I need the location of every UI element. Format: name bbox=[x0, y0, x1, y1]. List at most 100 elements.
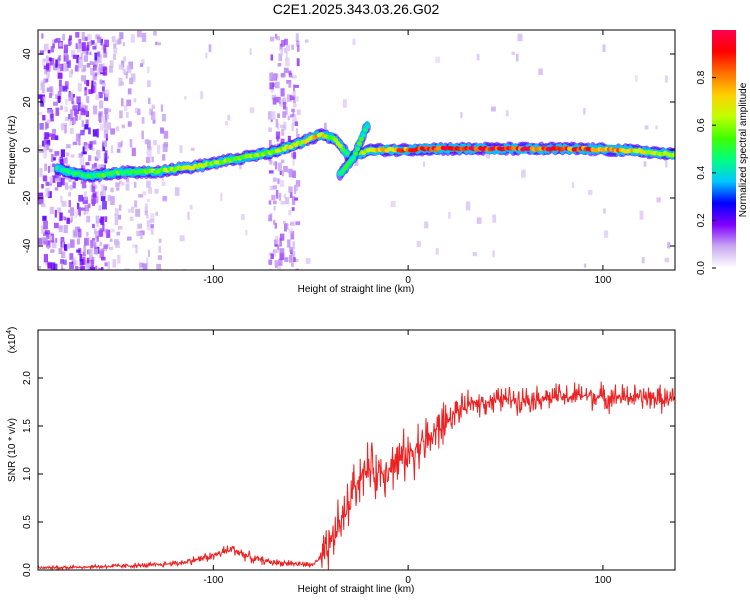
spectrogram-noise-cell bbox=[86, 41, 90, 47]
spectrogram-noise-cell bbox=[268, 139, 272, 149]
spectrogram-noise-cell bbox=[50, 46, 55, 53]
spectrogram-noise-cell bbox=[92, 81, 97, 85]
spectrogram-noise-cell bbox=[76, 96, 81, 104]
spectrogram-noise-cell bbox=[99, 228, 103, 237]
spectrogram-noise-cell bbox=[89, 141, 93, 150]
spectrogram-noise-cell bbox=[641, 256, 645, 264]
spectrogram-noise-cell bbox=[352, 38, 356, 46]
spectrogram-noise-cell bbox=[86, 215, 91, 223]
spectrogram-noise-cell bbox=[137, 223, 143, 229]
spectrogram-branch-core bbox=[351, 155, 356, 160]
spectrogram-noise-cell bbox=[285, 197, 290, 205]
spectrogram-noise-cell bbox=[275, 118, 279, 128]
spectrogram-noise-cell bbox=[278, 193, 282, 201]
spectrogram-noise-cell bbox=[68, 178, 72, 182]
spectrogram-noise-cell bbox=[70, 239, 75, 248]
spectrogram-noise-cell bbox=[45, 140, 49, 145]
spectrogram-noise-cell bbox=[102, 62, 106, 70]
spectrogram-noise-cell bbox=[63, 157, 68, 164]
spectrogram-noise-cell bbox=[121, 124, 125, 129]
spectrogram-noise-cell bbox=[152, 119, 156, 124]
spectrogram-noise-cell bbox=[290, 221, 295, 226]
spectrogram-noise-cell bbox=[277, 263, 282, 270]
spectrogram-noise-cell bbox=[643, 161, 647, 167]
spectrogram-noise-cell bbox=[47, 191, 52, 198]
spectrogram-noise-cell bbox=[273, 200, 277, 205]
spectrogram-noise-cell bbox=[187, 211, 190, 220]
spectrogram-noise-cell bbox=[78, 153, 82, 159]
spectrogram-noise-cell bbox=[85, 119, 89, 126]
spectrogram-noise-cell bbox=[99, 241, 102, 247]
spectrogram-noise-cell bbox=[283, 193, 286, 199]
spectrogram-noise-cell bbox=[101, 80, 105, 85]
spectrogram-noise-cell bbox=[85, 162, 90, 166]
spectrogram-noise-cell bbox=[69, 253, 74, 260]
spectrogram-noise-cell bbox=[70, 109, 73, 118]
spectrogram-noise-cell bbox=[208, 44, 212, 53]
spectrogram-noise-cell bbox=[86, 96, 90, 104]
svg-text:(x104): (x104) bbox=[6, 327, 18, 354]
spectrogram-y-ticks: -40 -20 0 20 40 bbox=[22, 48, 675, 253]
spectrogram-noise-cell bbox=[120, 182, 125, 186]
spectrogram-noise-cell bbox=[150, 213, 155, 221]
spectrogram-noise-cell bbox=[116, 187, 120, 191]
spectrogram-noise-cell bbox=[126, 177, 130, 183]
spectrogram-noise-cell bbox=[89, 61, 94, 65]
spectrogram-noise-cell bbox=[292, 84, 296, 92]
spectrogram-noise-cell bbox=[45, 269, 50, 270]
spectrogram-noise-cell bbox=[282, 101, 287, 110]
spectrogram-noise-cell bbox=[161, 113, 166, 122]
spectrogram-noise-cell bbox=[49, 207, 54, 215]
spectrogram-noise-cell bbox=[60, 149, 66, 157]
spectrogram-noise-cell bbox=[179, 145, 183, 153]
spectrogram-noise-cell bbox=[52, 63, 58, 71]
spectrogram-noise-cell bbox=[156, 42, 162, 46]
spectrogram-noise-cell bbox=[492, 214, 497, 223]
spectrogram-noise-cell bbox=[284, 257, 289, 263]
spectrogram-noise-cell bbox=[245, 229, 248, 236]
spectrogram-noise-cell bbox=[280, 200, 286, 205]
spectrogram-noise-cell bbox=[136, 30, 142, 38]
spectrogram-noise-cell bbox=[102, 90, 106, 95]
spectrogram-noise-cell bbox=[127, 121, 132, 127]
spectrogram-noise-cell bbox=[268, 111, 273, 120]
spectrogram-noise-cell bbox=[47, 109, 52, 114]
spectrogram-noise-cell bbox=[71, 120, 76, 124]
spectrogram-noise-cell bbox=[435, 56, 440, 64]
spectrogram-noise-cell bbox=[58, 248, 63, 255]
spectrogram-noise-cell bbox=[273, 219, 276, 225]
spectrogram-noise-cell bbox=[92, 64, 97, 71]
spectrogram-noise-cell bbox=[96, 221, 99, 228]
spectrogram-noise-cell bbox=[137, 108, 141, 116]
spectrogram-noise-cell bbox=[76, 249, 81, 253]
colorbar: 0.0 0.2 0.4 0.6 0.8 Normalized spectral ampl… bbox=[696, 30, 749, 275]
spectrogram-noise-cell bbox=[88, 261, 93, 267]
spectrogram-noise-cell bbox=[189, 205, 193, 210]
spectrogram-noise-cell bbox=[73, 105, 78, 109]
spectrogram-noise-cell bbox=[138, 262, 142, 270]
spectrogram-noise-cell bbox=[277, 113, 281, 119]
spectrogram-noise-cell bbox=[79, 254, 83, 262]
spectrogram-noise-cell bbox=[119, 110, 123, 119]
spectrogram-noise-cell bbox=[46, 240, 51, 248]
spectrogram-noise-cell bbox=[602, 44, 606, 53]
spectrogram-noise-cell bbox=[227, 114, 231, 121]
spectrogram-noise-cell bbox=[78, 59, 83, 69]
spectrogram-noise-cell bbox=[60, 64, 65, 72]
spectrogram-noise-cell bbox=[47, 262, 53, 269]
spectrogram-noise-cell bbox=[141, 130, 144, 140]
spectrogram-noise-cell bbox=[163, 143, 166, 152]
spectrogram-noise-cell bbox=[48, 57, 52, 62]
spectrogram-noise-cell bbox=[74, 209, 78, 219]
spectrogram-noise-cell bbox=[297, 45, 300, 52]
spectrogram-noise-cell bbox=[98, 92, 103, 99]
spectrogram-noise-cell bbox=[67, 243, 71, 249]
spectrogram-noise-cell bbox=[184, 96, 187, 100]
spectrogram-noise-cell bbox=[84, 80, 87, 85]
spectrogram-noise-cell bbox=[296, 40, 300, 47]
spectrogram-noise-cell bbox=[57, 72, 63, 79]
spectrogram-noise-cell bbox=[154, 188, 159, 194]
spectrogram-noise-cell bbox=[126, 65, 132, 74]
spectrogram-noise-cell bbox=[295, 221, 301, 226]
spectrogram-noise-cell bbox=[275, 236, 279, 245]
